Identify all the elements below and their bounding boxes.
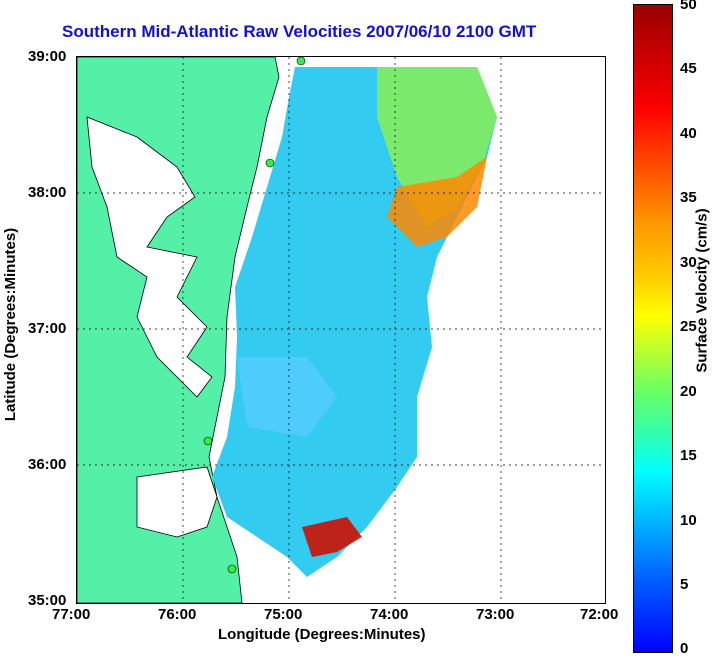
colorbar-tick: 35 xyxy=(680,189,697,206)
colorbar-tick: 20 xyxy=(680,383,697,400)
colorbar-label: Surface Velocity (cm/s) xyxy=(693,208,711,373)
radar-site-marker xyxy=(203,436,213,446)
radar-site-marker xyxy=(296,57,306,66)
colorbar-tick: 5 xyxy=(680,576,689,593)
radar-site-marker xyxy=(227,564,237,574)
y-axis-label: Latitude (Degrees:Minutes) xyxy=(2,227,20,422)
colorbar-tick: 0 xyxy=(680,640,689,657)
ytick-label: 36:00 xyxy=(28,456,67,473)
velocity-field-hot xyxy=(387,157,487,247)
xtick-label: 72:00 xyxy=(580,606,619,623)
velocity-field-red xyxy=(302,517,362,557)
bay-water xyxy=(86,116,213,398)
ytick-label: 37:00 xyxy=(28,320,67,337)
colorbar-tick: 40 xyxy=(680,125,697,142)
ytick-label: 39:00 xyxy=(28,48,67,65)
xtick-label: 74:00 xyxy=(370,606,409,623)
map-title: Southern Mid-Atlantic Raw Velocities 200… xyxy=(62,22,537,41)
ytick-label: 38:00 xyxy=(28,184,67,201)
xtick-label: 75:00 xyxy=(264,606,303,623)
grid-lines xyxy=(77,57,605,603)
colorbar-tick: 10 xyxy=(680,512,697,529)
sound-water xyxy=(136,466,218,538)
map-plot-area xyxy=(76,56,606,604)
radar-site-marker xyxy=(265,158,275,168)
colorbar-tick: 15 xyxy=(680,447,697,464)
xtick-label: 76:00 xyxy=(158,606,197,623)
velocity-field-cyan xyxy=(237,357,337,437)
xtick-label: 77:00 xyxy=(52,606,91,623)
xtick-label: 73:00 xyxy=(476,606,515,623)
colorbar-tick: 50 xyxy=(680,0,697,13)
x-axis-label: Longitude (Degrees:Minutes) xyxy=(218,626,426,643)
ytick-label: 35:00 xyxy=(28,592,67,609)
colorbar-tick: 30 xyxy=(680,254,697,271)
colorbar-tick: 25 xyxy=(680,318,697,335)
colorbar-tick: 45 xyxy=(680,60,697,77)
map-svg xyxy=(77,57,605,603)
colorbar xyxy=(633,4,673,653)
